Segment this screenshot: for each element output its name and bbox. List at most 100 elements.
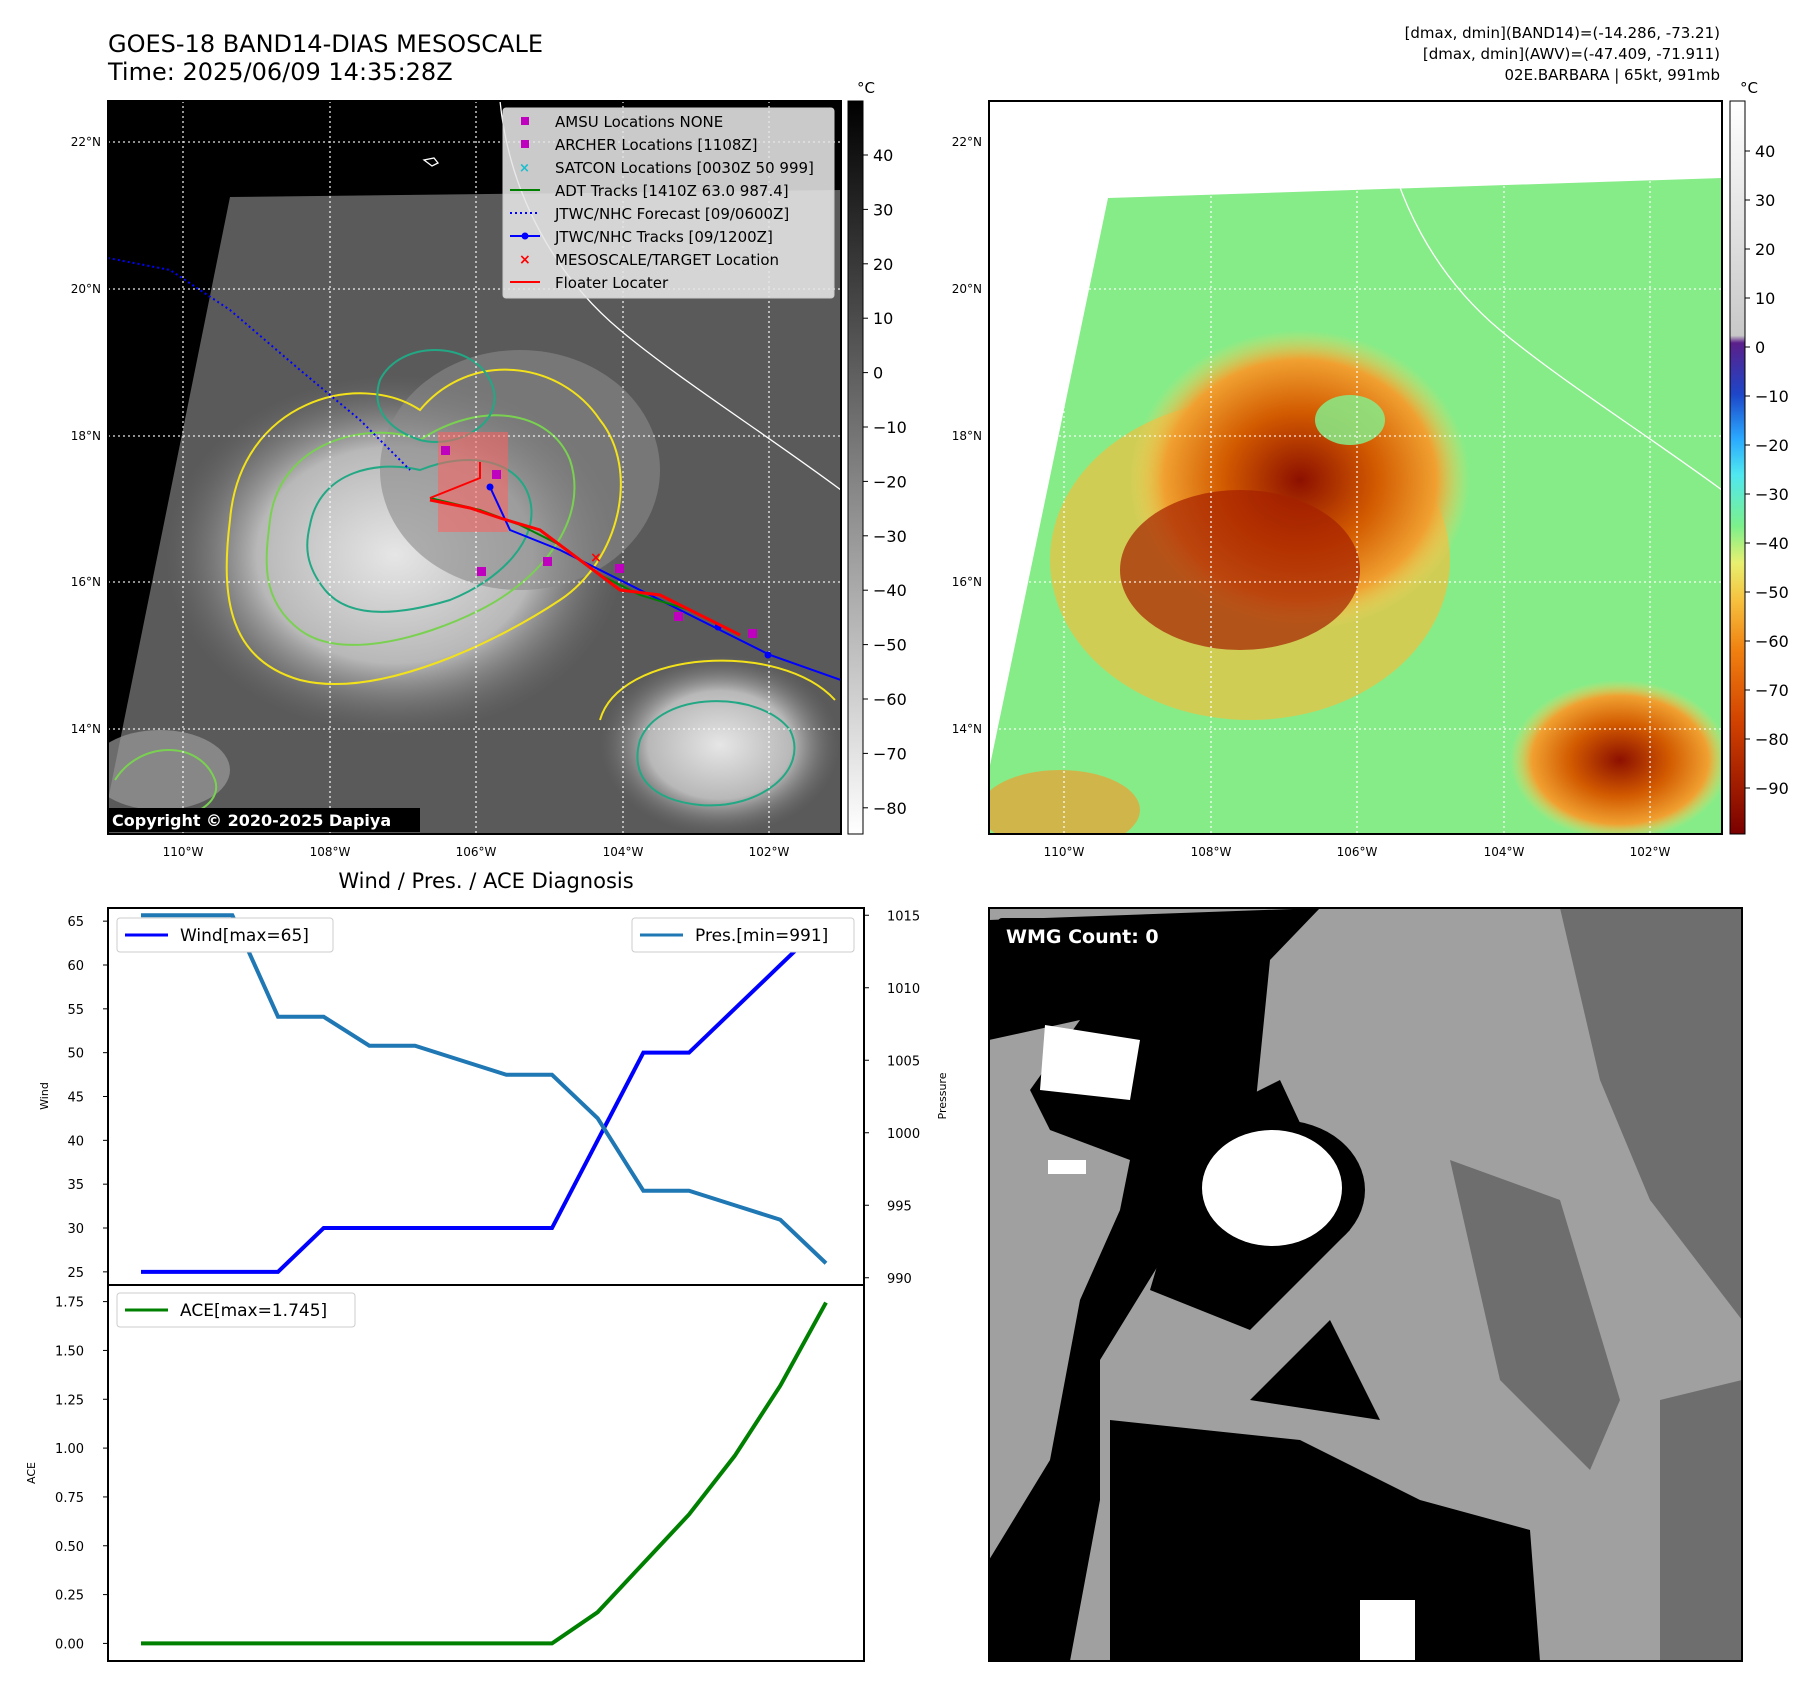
pres-legend-label: Pres.[min=991] [695, 926, 828, 946]
color-colorbar-tick-label: 0 [1755, 338, 1765, 357]
color-colorbar-tick-label: −10 [1755, 387, 1789, 406]
map1-lat-14: 14°N [71, 722, 101, 736]
map1-lon-104: 104°W [603, 845, 644, 859]
wind-tick-label: 40 [67, 1134, 84, 1149]
map2-lon-110: 110°W [1044, 845, 1085, 859]
wind-legend-label: Wind[max=65] [180, 926, 309, 946]
color-ir-panel: 22°N 20°N 18°N 16°N 14°N 110°W 108°W 106… [952, 79, 1789, 859]
ace-tick-label: 1.00 [55, 1442, 84, 1457]
color-colorbar-tick-label: −40 [1755, 534, 1789, 553]
map1-lat-22: 22°N [71, 135, 101, 149]
legend-tracks: JTWC/NHC Tracks [09/1200Z] [554, 228, 773, 246]
color-colorbar-unit: °C [1740, 79, 1758, 97]
color-ir-image [989, 101, 1722, 834]
map2-lat-18: 18°N [952, 429, 982, 443]
ace-tick-label: 1.25 [55, 1393, 84, 1408]
wind-axis-label: Wind [38, 1082, 51, 1110]
pressure-line [141, 913, 828, 1265]
color-colorbar-tick-label: −70 [1755, 681, 1789, 700]
pressure-axis-label: Pressure [936, 1072, 949, 1119]
ace-tick-label: 0.75 [55, 1491, 84, 1506]
color-colorbar-tick-label: 30 [1755, 191, 1775, 210]
gray-colorbar-tick-label: −70 [873, 744, 907, 763]
pressure-tick-label: 1005 [887, 1054, 920, 1069]
map2-lon-102: 102°W [1630, 845, 1671, 859]
ace-ticks: 0.00 0.25 0.50 0.75 1.00 1.25 1.50 1.75 [55, 1296, 108, 1652]
ace-tick-label: 0.00 [55, 1637, 84, 1652]
wmg-frame [988, 907, 1743, 1662]
figure-title: GOES-18 BAND14-DIAS MESOSCALE [108, 30, 543, 58]
map2-lon-106: 106°W [1337, 845, 1378, 859]
pressure-tick-label: 990 [887, 1272, 912, 1287]
wind-tick-label: 45 [67, 1091, 84, 1106]
pressure-tick-label: 1000 [887, 1127, 920, 1142]
gray-colorbar-tick-label: −20 [873, 472, 907, 491]
gray-colorbar-tick-label: −10 [873, 418, 907, 437]
ace-tick-label: 0.25 [55, 1589, 84, 1604]
map-legend: AMSU Locations NONE ARCHER Locations [11… [502, 107, 835, 299]
legend-satcon: SATCON Locations [0030Z 50 999] [555, 159, 814, 177]
map2-lat-14: 14°N [952, 722, 982, 736]
map2-lon-104: 104°W [1484, 845, 1525, 859]
gray-colorbar-tick-label: −30 [873, 527, 907, 546]
wind-tick-label: 30 [67, 1222, 84, 1237]
pressure-tick-label: 1015 [887, 909, 920, 924]
ace-tick-label: 0.50 [55, 1540, 84, 1555]
legend-forecast: JTWC/NHC Forecast [09/0600Z] [554, 205, 789, 223]
svg-text:×: × [590, 550, 602, 566]
gray-colorbar-tick-label: 30 [873, 200, 893, 219]
legend-archer: ARCHER Locations [1108Z] [555, 136, 758, 154]
color-colorbar-tick-label: −50 [1755, 583, 1789, 602]
map1-lat-18: 18°N [71, 429, 101, 443]
gray-colorbar-tick-label: −50 [873, 636, 907, 655]
legend-target: MESOSCALE/TARGET Location [555, 251, 779, 269]
gray-colorbar-tick-label: 0 [873, 364, 883, 383]
gray-colorbar-tick-label: 40 [873, 146, 893, 165]
color-colorbar-tick-label: −20 [1755, 436, 1789, 455]
color-colorbar-tick-label: 40 [1755, 142, 1775, 161]
gray-colorbar-tick-label: 20 [873, 255, 893, 274]
gray-colorbar-unit: °C [857, 79, 875, 97]
legend-marker-archer [521, 140, 529, 148]
wind-pres-axes [107, 907, 865, 1286]
info-storm: 02E.BARBARA | 65kt, 991mb [1505, 66, 1720, 84]
ace-legend: ACE[max=1.745] [116, 1292, 356, 1328]
wmg-image [989, 908, 1742, 1661]
wind-tick-label: 55 [67, 1003, 84, 1018]
ir-map-panel: × AMSU Locations NONE ARCHER Locations [… [71, 79, 907, 859]
color-colorbar-tick-label: −90 [1755, 779, 1789, 798]
map1-lon-108: 108°W [310, 845, 351, 859]
wind-tick-label: 65 [67, 915, 84, 930]
copyright-background [108, 808, 420, 832]
color-colorbar-tick-label: 10 [1755, 289, 1775, 308]
diagnosis-title: Wind / Pres. / ACE Diagnosis [338, 869, 633, 893]
map1-lat-20: 20°N [71, 282, 101, 296]
info-awv: [dmax, dmin](AWV)=(-47.409, -71.911) [1423, 45, 1720, 63]
wmg-count-label: WMG Count: 0 [1006, 926, 1159, 948]
legend-adt: ADT Tracks [1410Z 63.0 987.4] [555, 182, 789, 200]
map2-lat-16: 16°N [952, 575, 982, 589]
color-colorbar-tick-label: 20 [1755, 240, 1775, 259]
gray-colorbar-ticks: 40 30 20 10 0 −10 −20 −30 −40 −50 −60 −70 −80 [863, 146, 907, 818]
ace-line [141, 1301, 828, 1646]
figure-time: Time: 2025/06/09 14:35:28Z [107, 58, 453, 86]
wind-tick-label: 25 [67, 1266, 84, 1281]
color-colorbar-tick-label: −30 [1755, 485, 1789, 504]
ace-axes [107, 1284, 865, 1662]
info-band14: [dmax, dmin](BAND14)=(-14.286, -73.21) [1405, 24, 1720, 42]
legend-amsu: AMSU Locations NONE [555, 113, 723, 131]
map2-lat-22: 22°N [952, 135, 982, 149]
map1-lon-110: 110°W [163, 845, 204, 859]
color-colorbar [1729, 100, 1746, 835]
map2-lat-20: 20°N [952, 282, 982, 296]
ir-map-frame [107, 100, 842, 835]
ace-tick-label: 1.50 [55, 1344, 84, 1359]
wmg-panel: WMG Count: 0 [988, 907, 1743, 1662]
gray-colorbar-tick-label: −60 [873, 690, 907, 709]
ace-legend-label: ACE[max=1.745] [180, 1301, 327, 1321]
pressure-tick-label: 1010 [887, 982, 920, 997]
legend-marker-target: × [519, 252, 531, 268]
series-layer [141, 913, 828, 1646]
map1-lon-106: 106°W [456, 845, 497, 859]
